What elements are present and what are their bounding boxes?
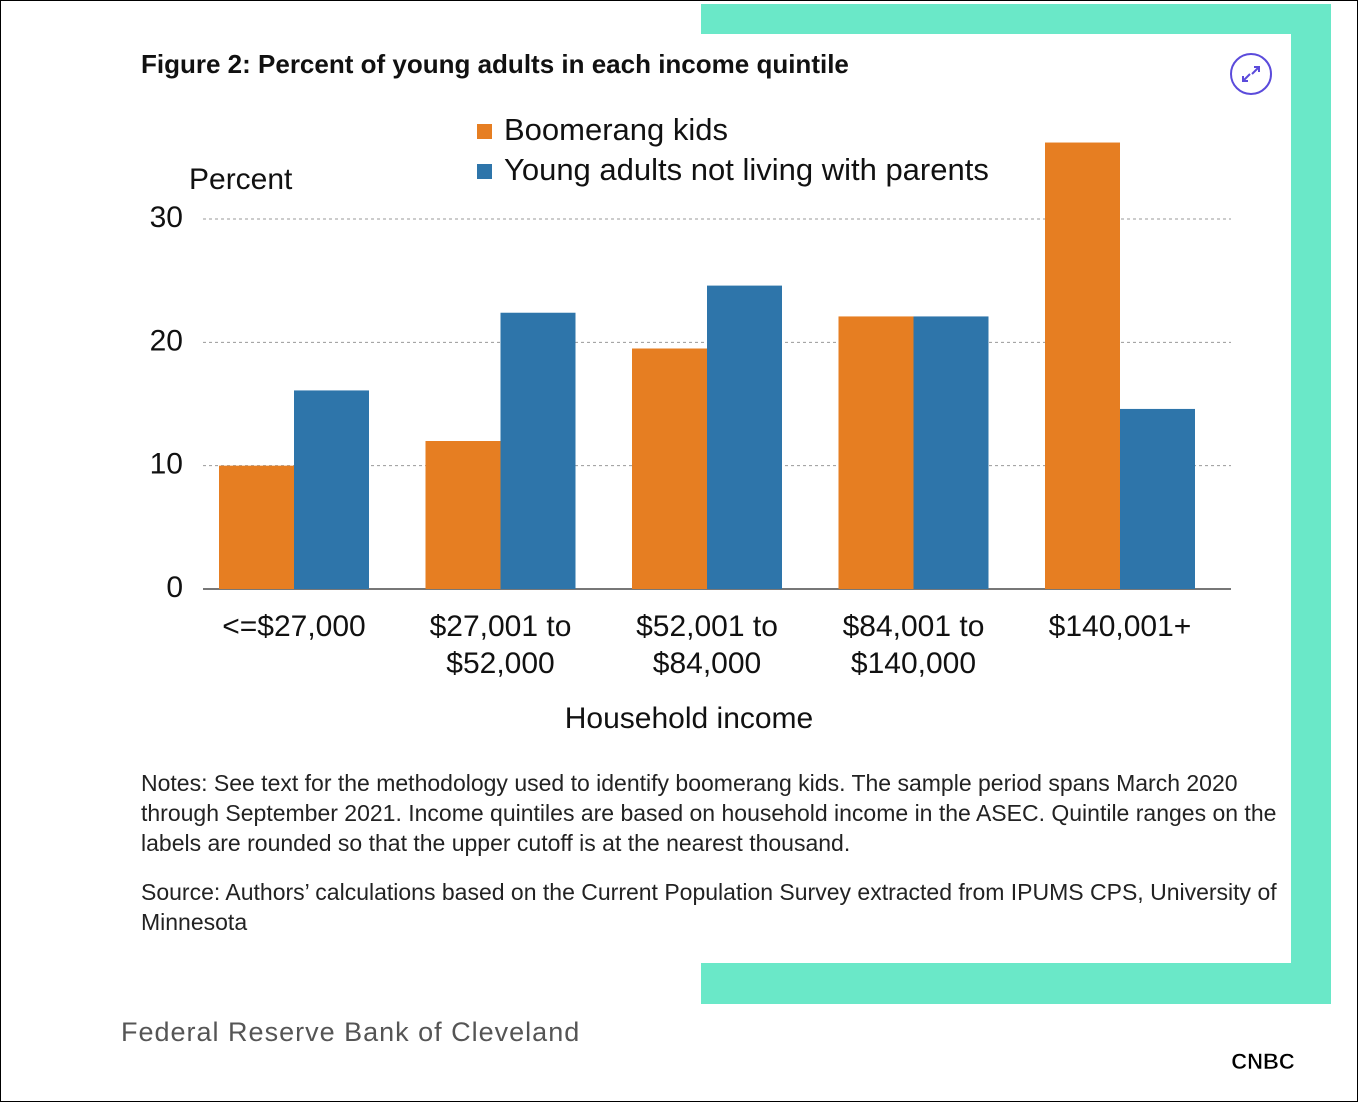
notes: Notes: See text for the methodology used… <box>141 770 1277 856</box>
bar <box>1045 142 1120 590</box>
x-tick-label: $140,001+ <box>1049 610 1192 643</box>
legend-label: Boomerang kids <box>504 112 728 147</box>
source: Source: Authors’ calculations based on t… <box>141 879 1277 935</box>
x-tick-label: $140,000 <box>851 647 976 680</box>
x-tick-label: $84,000 <box>653 647 761 680</box>
chart-title: Figure 2: Percent of young adults in eac… <box>141 49 849 79</box>
logo: CNBC <box>1231 1049 1295 1074</box>
y-tick-label: 30 <box>150 201 183 234</box>
bar <box>500 312 576 589</box>
y-tick-label: 20 <box>150 324 183 357</box>
bar <box>219 465 294 589</box>
bar <box>425 441 501 589</box>
x-tick-label: $84,001 to <box>843 610 985 643</box>
x-tick-label: $52,000 <box>446 647 554 680</box>
x-axis-label: Household income <box>565 702 813 735</box>
legend-swatch <box>477 124 492 139</box>
bar <box>294 390 369 589</box>
caption: Federal Reserve Bank of Cleveland <box>121 1017 580 1047</box>
legend-swatch <box>477 164 492 179</box>
bar <box>838 316 914 589</box>
x-tick-label: $27,001 to <box>430 610 572 643</box>
expand-button[interactable] <box>1230 53 1272 95</box>
y-tick-label: 0 <box>166 571 183 604</box>
y-tick-label: 10 <box>150 448 183 481</box>
x-tick-label: $52,001 to <box>636 610 778 643</box>
bar <box>913 316 989 589</box>
bar <box>707 285 782 589</box>
bar <box>632 348 707 589</box>
legend-label: Young adults not living with parents <box>504 152 989 187</box>
x-tick-label: <=$27,000 <box>222 610 365 643</box>
bar <box>1120 408 1195 589</box>
expand-icon <box>1242 66 1260 82</box>
y-axis-label: Percent <box>189 163 293 196</box>
